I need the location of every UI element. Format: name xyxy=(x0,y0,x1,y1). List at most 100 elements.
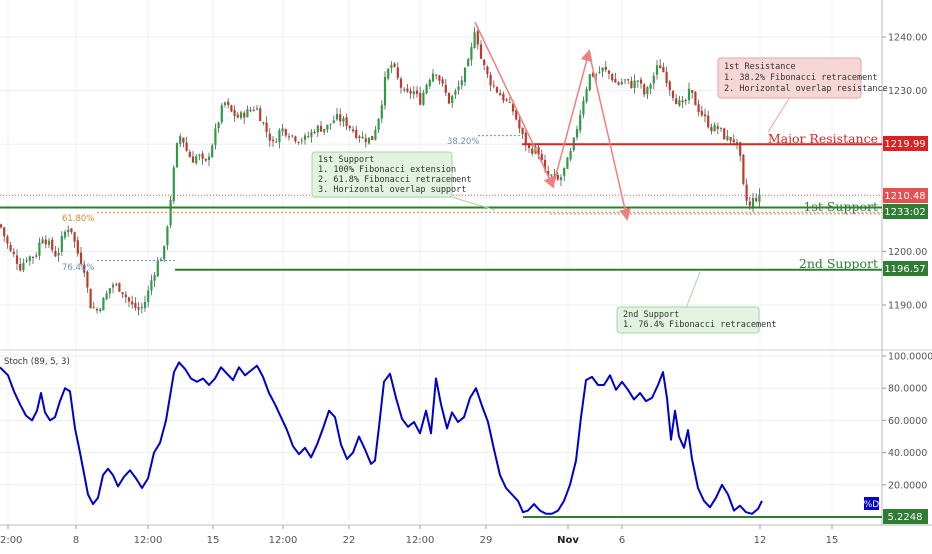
first-support-callout-line-1: 1. 100% Fibonacci extension xyxy=(318,165,456,175)
candle xyxy=(575,125,579,141)
candle xyxy=(166,225,169,251)
candle xyxy=(409,87,412,99)
candle xyxy=(252,106,255,112)
candle xyxy=(195,153,198,165)
candle xyxy=(131,295,134,309)
candle xyxy=(89,288,92,309)
candle xyxy=(678,95,681,107)
arrow-down-1[interactable] xyxy=(474,21,555,189)
candle xyxy=(505,97,508,102)
candle xyxy=(364,133,367,148)
stoch-tick-label: 40.0000 xyxy=(888,448,927,459)
arrow-down-2[interactable] xyxy=(588,51,631,221)
time-tick-label: 12:00 xyxy=(269,535,298,546)
candle xyxy=(275,137,278,143)
candle xyxy=(643,82,646,98)
svg-text:%D: %D xyxy=(864,500,880,510)
candle xyxy=(569,147,572,162)
candle xyxy=(214,123,217,150)
candle xyxy=(438,75,441,85)
candle xyxy=(710,123,713,135)
candle xyxy=(508,96,511,104)
candle xyxy=(697,99,700,117)
candle xyxy=(415,86,419,98)
candle xyxy=(377,118,380,134)
candle xyxy=(243,110,246,124)
candle xyxy=(326,124,329,133)
candle xyxy=(556,172,559,181)
price-tick-label: 1190.00 xyxy=(888,301,927,312)
candle xyxy=(495,86,499,94)
second-support-label: 2nd Support xyxy=(799,256,878,271)
candle xyxy=(271,136,275,148)
candle xyxy=(649,82,652,95)
current-price-badge: 1210.48 xyxy=(883,188,928,203)
candle xyxy=(111,282,115,294)
svg-text:1219.99: 1219.99 xyxy=(884,139,925,150)
candle xyxy=(355,125,358,140)
candle xyxy=(617,80,620,86)
trend-arrows[interactable] xyxy=(474,21,631,221)
stoch-tick-label: 20.0000 xyxy=(888,480,927,491)
candle xyxy=(284,128,287,138)
time-tick-label: 12 xyxy=(754,535,767,546)
candle xyxy=(217,121,220,133)
arrow-up-1[interactable] xyxy=(552,49,593,187)
candle xyxy=(470,42,473,66)
resistance-callout[interactable]: 1st Resistance 1. 38.2% Fibonacci retrac… xyxy=(717,57,888,133)
stoch-tick-label: 100.0000 xyxy=(888,352,932,363)
candle xyxy=(713,122,716,132)
second-support-callout-title: 2nd Support xyxy=(623,310,679,320)
candle xyxy=(540,149,543,161)
candle xyxy=(428,78,431,90)
candle xyxy=(147,285,150,308)
candle xyxy=(201,151,204,165)
first-support-callout[interactable]: 1st Support 1. 100% Fibonacci extension … xyxy=(311,151,496,211)
candle xyxy=(662,62,665,73)
candle xyxy=(454,88,457,99)
candle xyxy=(73,231,76,248)
candle xyxy=(633,74,636,94)
candle xyxy=(297,141,300,145)
candle xyxy=(63,229,67,240)
second-support-price-badge: 1196.57 xyxy=(883,261,928,276)
candle xyxy=(719,127,723,132)
time-tick-label: 12:00 xyxy=(406,535,435,546)
candle xyxy=(102,297,105,311)
candle xyxy=(716,122,719,135)
candle xyxy=(553,168,556,178)
candle xyxy=(41,236,44,244)
candle xyxy=(630,76,633,89)
candle xyxy=(383,71,387,110)
candle xyxy=(636,79,639,88)
candle xyxy=(207,152,211,167)
time-tick-label: 22 xyxy=(343,535,356,546)
candle xyxy=(390,61,393,73)
second-support-callout[interactable]: 2nd Support 1. 76.4% Fibonacci retraceme… xyxy=(616,271,777,334)
candle xyxy=(223,101,227,108)
candle xyxy=(655,60,659,80)
candle xyxy=(646,86,649,99)
candle xyxy=(329,123,332,130)
candle xyxy=(105,290,108,301)
stoch-d-line[interactable] xyxy=(0,361,763,515)
candle xyxy=(348,125,351,132)
candle xyxy=(22,258,25,273)
candle xyxy=(684,98,687,105)
candle xyxy=(668,80,671,96)
candle xyxy=(406,83,409,93)
candle xyxy=(403,87,406,93)
candle xyxy=(351,126,355,133)
first-support-callout-line-3: 3. Horizontal overlap support xyxy=(318,185,466,195)
candle xyxy=(687,82,691,104)
svg-text:1210.48: 1210.48 xyxy=(884,191,925,202)
candle xyxy=(463,67,467,87)
candle xyxy=(44,235,47,249)
price-tick-label: 1200.00 xyxy=(888,247,927,258)
candle xyxy=(220,103,223,125)
candle xyxy=(153,272,156,288)
candle xyxy=(79,246,83,266)
candle xyxy=(499,89,502,96)
candle xyxy=(367,137,371,145)
